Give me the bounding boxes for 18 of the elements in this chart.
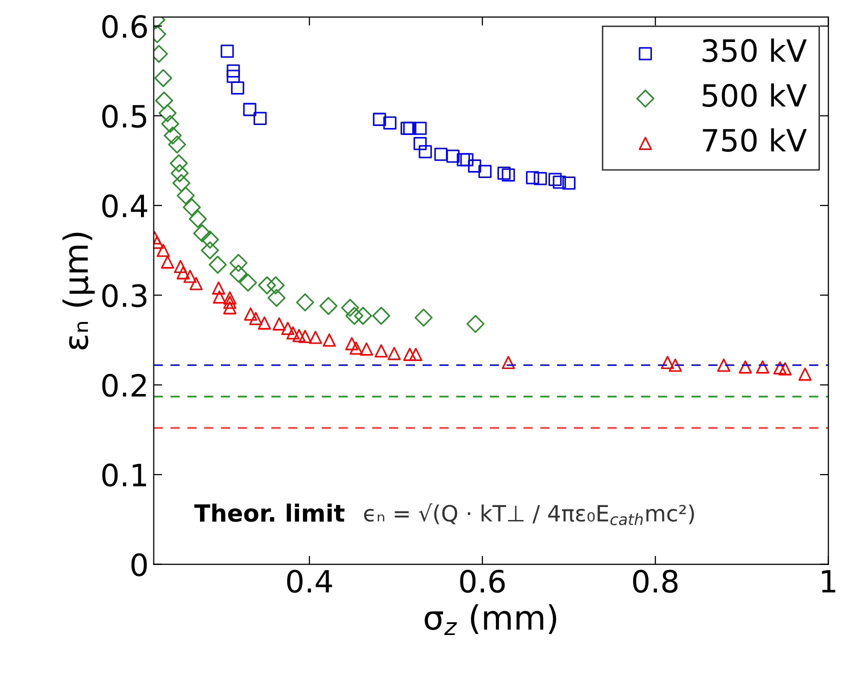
y-tick-label: 0.3 (102, 284, 146, 308)
x-tick-label: 0.8 (633, 570, 678, 593)
legend-label: 350 kV (702, 38, 807, 62)
x-axis-title: σ$_{z}$ (mm) (424, 604, 556, 636)
y-tick-label: 0.4 (102, 194, 148, 218)
y-tick-label: 0.1 (102, 464, 146, 487)
x-tick-label: 0.4 (287, 570, 332, 593)
legend-label: 500 kV (702, 83, 807, 107)
y-tick-label: 0.6 (102, 15, 147, 38)
y-tick-label: 0 (131, 553, 147, 576)
y-axis-title: εₙ (µm) (62, 232, 95, 350)
x-tick-label: 0.6 (460, 570, 505, 593)
y-tick-label: 0.2 (102, 374, 146, 397)
annotation: ϵₙ = √(Q · kT⊥ / 4πε₀E$_{cath}$mc²) (364, 503, 694, 526)
y-tick-label: 0.5 (102, 104, 146, 128)
annotation: Theor. limit (194, 504, 344, 522)
legend-label: 750 kV (702, 128, 807, 152)
x-tick-label: 1 (822, 570, 836, 592)
